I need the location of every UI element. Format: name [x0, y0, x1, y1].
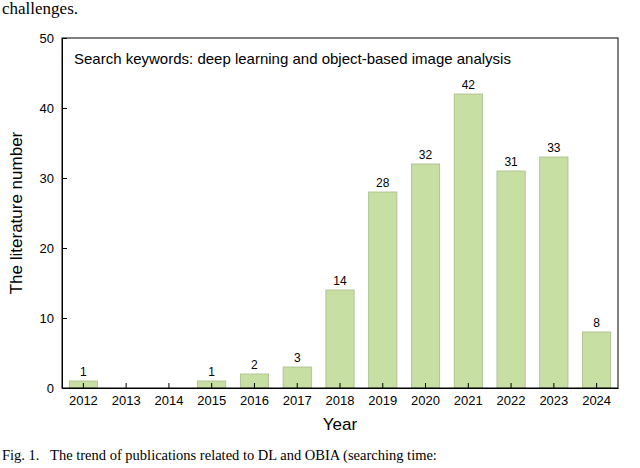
- chart: challenges. Fig. 1. The trend of publicat…: [0, 0, 640, 468]
- plot: 1 1 2 3 14 28 32 42 31 33 8 0 10 20 30 40 50 2012 2013 2014…: [40, 31, 619, 409]
- tick-mark: [297, 383, 298, 388]
- data-label: 3: [294, 351, 301, 365]
- data-label: 42: [462, 78, 476, 92]
- y-axis-title: The literature number: [7, 131, 26, 294]
- tick-mark: [596, 383, 597, 388]
- tick-label: 40: [40, 101, 54, 116]
- tick: 2015: [197, 383, 226, 408]
- tick-mark: [62, 318, 67, 319]
- tick-label: 30: [40, 171, 54, 186]
- bar: [69, 381, 97, 388]
- text-above: challenges.: [2, 0, 78, 18]
- y-axis: 0 10 20 30 40 50: [40, 31, 67, 396]
- data-label: 28: [376, 176, 390, 190]
- data-label: 14: [333, 274, 347, 288]
- tick-mark: [382, 383, 383, 388]
- axis-line: [63, 388, 619, 389]
- tick-mark: [553, 383, 554, 388]
- bar: [283, 367, 311, 388]
- tick-mark: [468, 383, 469, 388]
- data-label: 32: [419, 148, 433, 162]
- plot-frame: [62, 38, 618, 388]
- tick-mark: [126, 383, 127, 388]
- tick-label: 2024: [582, 393, 611, 408]
- tick: 2021: [454, 383, 483, 408]
- caption: Fig. 1. The trend of publications relate…: [2, 447, 437, 464]
- tick-label: 2018: [326, 393, 355, 408]
- x-axis: 2012 2013 2014 2015 2016 2017 2018 2019 2020 2021…: [63, 383, 619, 408]
- data-label: 33: [547, 141, 561, 155]
- tick: 2017: [283, 383, 312, 408]
- tick: 2024: [582, 383, 611, 408]
- data-label: 2: [251, 358, 258, 372]
- tick-label: 50: [40, 31, 54, 46]
- data-label: 1: [80, 365, 87, 379]
- tick: 50: [40, 31, 67, 46]
- tick-label: 2014: [154, 393, 183, 408]
- tick-mark: [254, 383, 255, 388]
- tick: 2012: [69, 383, 98, 408]
- tick-label: 2016: [240, 393, 269, 408]
- tick: 2019: [368, 383, 397, 408]
- tick: 2023: [539, 383, 568, 408]
- tick-mark: [511, 383, 512, 388]
- tick: 2020: [411, 383, 440, 408]
- x-axis-title: Year: [323, 415, 358, 434]
- data-label: 31: [504, 155, 518, 169]
- data-label: 8: [593, 316, 600, 330]
- tick-mark: [83, 383, 84, 388]
- tick: 2016: [240, 383, 269, 408]
- tick-mark: [211, 383, 212, 388]
- tick-label: 2013: [112, 393, 141, 408]
- data-labels: 1 1 2 3 14 28 32 42 31 33 8: [80, 78, 600, 379]
- tick: 2013: [112, 383, 141, 408]
- tick-mark: [168, 383, 169, 388]
- tick-label: 10: [40, 311, 54, 326]
- tick-mark: [340, 383, 341, 388]
- bar: [540, 157, 568, 388]
- tick-label: 2020: [411, 393, 440, 408]
- tick-mark: [62, 108, 67, 109]
- tick: 30: [40, 171, 67, 186]
- tick-label: 2021: [454, 393, 483, 408]
- data-label: 1: [208, 365, 215, 379]
- axis-line: [62, 39, 63, 389]
- tick: 40: [40, 101, 67, 116]
- tick: 2022: [497, 383, 526, 408]
- bar: [240, 374, 268, 388]
- bar: [198, 381, 226, 388]
- tick-label: 2022: [497, 393, 526, 408]
- bar: [583, 332, 611, 388]
- tick-label: 2019: [368, 393, 397, 408]
- tick-label: 0: [47, 381, 54, 396]
- tick-label: 20: [40, 241, 54, 256]
- tick: 2014: [154, 383, 183, 408]
- bar: [326, 290, 354, 388]
- tick-label: 2017: [283, 393, 312, 408]
- tick-mark: [62, 38, 67, 39]
- tick-label: 2015: [197, 393, 226, 408]
- tick-label: 2023: [539, 393, 568, 408]
- tick-label: 2012: [69, 393, 98, 408]
- tick-mark: [425, 383, 426, 388]
- tick: 2018: [326, 383, 355, 408]
- bar: [369, 192, 397, 388]
- bar: [454, 94, 482, 388]
- bars: [69, 94, 610, 388]
- tick: 20: [40, 241, 67, 256]
- annotation: Search keywords: deep learning and objec…: [74, 50, 511, 67]
- bar: [411, 164, 439, 388]
- bar: [497, 171, 525, 388]
- tick-mark: [62, 178, 67, 179]
- tick: 10: [40, 311, 67, 326]
- tick-mark: [62, 248, 67, 249]
